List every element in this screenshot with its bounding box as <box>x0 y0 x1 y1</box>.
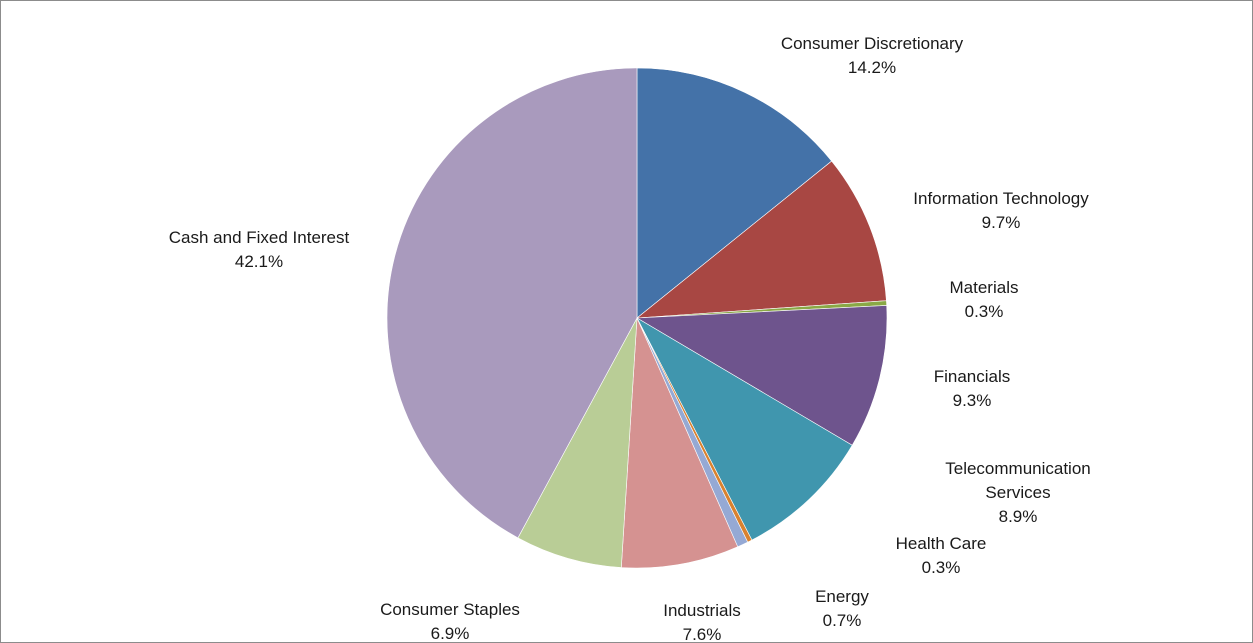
slice-label: Telecommunication Services 8.9% <box>945 459 1091 526</box>
pie-slice-cash-and-fixed-interest <box>386 67 638 539</box>
slice-label: Consumer Discretionary 14.2% <box>781 34 964 77</box>
pie-slice-telecommunication-services <box>636 317 853 541</box>
slice-label: Consumer Staples 6.9% <box>380 600 520 643</box>
pie-labels: Consumer Discretionary 14.2% Information T… <box>169 34 1091 643</box>
slice-label-name: Information Technology <box>913 189 1089 208</box>
slice-label-value: 9.3% <box>953 391 992 410</box>
slice-label: Information Technology 9.7% <box>913 189 1089 232</box>
slice-label-name: Health Care <box>896 534 987 553</box>
pie-slices <box>386 67 888 569</box>
slice-label-value: 14.2% <box>848 58 896 77</box>
slice-label-value: 8.9% <box>999 507 1038 526</box>
pie-slice-industrials <box>620 317 739 569</box>
slice-label: Cash and Fixed Interest 42.1% <box>169 228 350 271</box>
slice-label-value: 9.7% <box>982 213 1021 232</box>
slice-label-value: 42.1% <box>235 252 283 271</box>
slice-label: Materials 0.3% <box>950 278 1019 321</box>
pie-slice-information-technology <box>636 160 887 319</box>
slice-label-name: Cash and Fixed Interest <box>169 228 350 247</box>
slice-label-value: 7.6% <box>683 625 722 643</box>
slice-label-name: Industrials <box>663 601 740 620</box>
slice-label: Energy 0.7% <box>815 587 869 630</box>
slice-label-value: 0.3% <box>922 558 961 577</box>
slice-label-value: 0.7% <box>823 611 862 630</box>
slice-label-name: Materials <box>950 278 1019 297</box>
slice-label-name: Services <box>985 483 1050 502</box>
slice-label-value: 0.3% <box>965 302 1004 321</box>
slice-label: Financials 9.3% <box>934 367 1011 410</box>
pie-slice-consumer-staples <box>517 317 638 568</box>
slice-label-name: Telecommunication <box>945 459 1091 478</box>
slice-label: Industrials 7.6% <box>663 601 740 643</box>
pie-slice-consumer-discretionary <box>636 67 833 319</box>
slice-label-value: 6.9% <box>431 624 470 643</box>
slice-label-name: Consumer Staples <box>380 600 520 619</box>
pie-slice-financials <box>635 305 888 446</box>
slice-label-name: Consumer Discretionary <box>781 34 964 53</box>
slice-label: Health Care 0.3% <box>896 534 987 577</box>
slice-label-name: Energy <box>815 587 869 606</box>
slice-label-name: Financials <box>934 367 1011 386</box>
